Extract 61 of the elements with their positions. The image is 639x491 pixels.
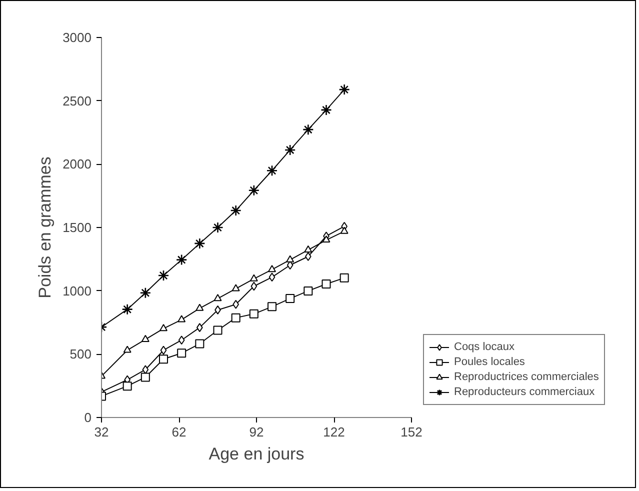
- x-tick-label: 152: [400, 424, 422, 440]
- point: [304, 245, 312, 252]
- point: [159, 354, 168, 364]
- x-tick-label: 92: [249, 424, 264, 440]
- legend-label: Poules locales: [454, 355, 525, 369]
- y-tick-label: 3000: [62, 30, 92, 45]
- point: [304, 286, 313, 296]
- point: [322, 279, 331, 288]
- point: [248, 184, 260, 196]
- point: [141, 334, 150, 342]
- point: [286, 255, 294, 262]
- point: [249, 309, 258, 318]
- legend-label: Coqs locaux: [454, 340, 515, 354]
- point: [266, 164, 278, 176]
- point: [140, 287, 152, 299]
- point: [160, 324, 168, 332]
- legend-label: Reproductrices commerciales: [454, 370, 599, 384]
- point: [286, 294, 295, 304]
- point: [340, 226, 348, 234]
- point: [320, 104, 332, 116]
- y-tick-label: 500: [70, 346, 92, 362]
- point: [178, 315, 186, 322]
- point: [213, 326, 222, 335]
- y-tick-label: 2500: [62, 93, 92, 108]
- point: [232, 284, 240, 292]
- point: [177, 348, 186, 358]
- point: [338, 84, 350, 96]
- point: [284, 144, 296, 156]
- point: [194, 238, 206, 250]
- point: [322, 236, 330, 243]
- point: [250, 274, 258, 282]
- point: [268, 302, 276, 312]
- point: [176, 254, 188, 266]
- point: [178, 336, 185, 345]
- point: [214, 294, 222, 302]
- point: [195, 339, 204, 348]
- point: [268, 272, 276, 282]
- y-axis-title: Poids en grammes: [36, 156, 55, 298]
- y-tick-label: 1500: [62, 220, 92, 235]
- point: [212, 222, 224, 234]
- point: [196, 304, 204, 311]
- point: [122, 382, 132, 391]
- point: [123, 346, 132, 353]
- point: [230, 204, 242, 216]
- point: [231, 313, 240, 322]
- point: [302, 124, 314, 136]
- point: [160, 346, 167, 355]
- y-tick-label: 2000: [62, 156, 92, 172]
- x-axis-title: Age en jours: [208, 444, 304, 464]
- legend-label: Reproducteurs commerciaux: [454, 385, 595, 399]
- y-tick-label: 0: [84, 410, 92, 425]
- x-tick-label: 32: [94, 424, 109, 440]
- x-tick-label: 62: [172, 424, 186, 440]
- point: [340, 273, 349, 282]
- point: [122, 304, 133, 315]
- y-tick-label: 1000: [62, 283, 92, 298]
- point: [158, 270, 170, 282]
- point: [250, 282, 258, 291]
- point: [140, 372, 150, 382]
- x-tick-label: 122: [323, 424, 345, 440]
- point: [268, 265, 276, 272]
